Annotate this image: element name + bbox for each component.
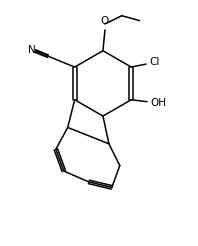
- Text: OH: OH: [150, 98, 166, 108]
- Text: O: O: [101, 16, 109, 26]
- Text: Cl: Cl: [149, 57, 159, 67]
- Text: N: N: [28, 45, 36, 55]
